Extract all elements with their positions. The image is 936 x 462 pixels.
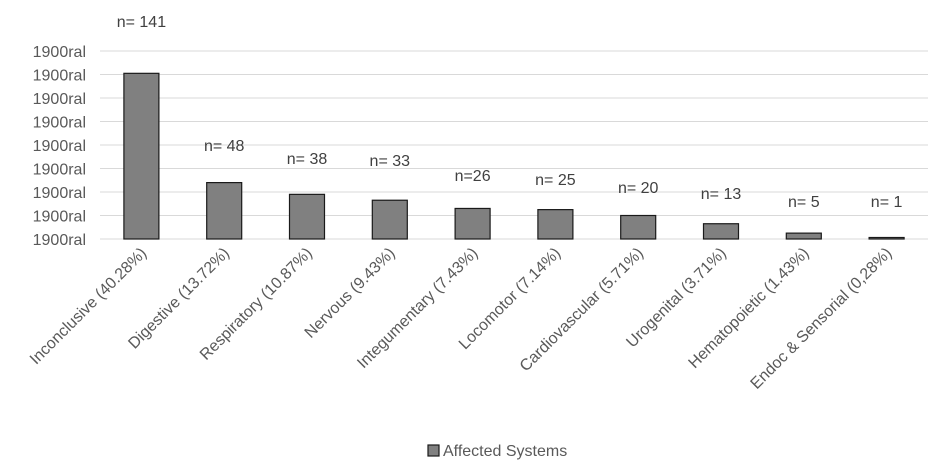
bar	[371, 199, 408, 240]
x-category-label: Nervous (9.43%)	[302, 245, 399, 342]
y-tick-label: 1900ral	[33, 115, 86, 132]
x-category-label: Inconclusive (40.28%)	[27, 245, 150, 368]
y-axis-tick-labels: 1900ral 1900ral 1900ral 1900ral 1900ral 1900r…	[33, 44, 86, 249]
bar-data-label: n= 13	[701, 186, 742, 203]
bar-data-labels: n= 141 n= 48 n= 38 n= 33 n=26 n= 25 n= 20 n= 13…	[117, 14, 903, 211]
bar	[288, 193, 326, 240]
bar	[868, 236, 905, 240]
bar-data-label: n= 141	[117, 14, 166, 31]
bar	[785, 232, 822, 240]
bar-data-label: n= 5	[788, 194, 820, 211]
y-tick-label: 1900ral	[33, 209, 86, 226]
bar-data-label: n=26	[455, 168, 491, 185]
bar-data-label: n= 1	[871, 194, 903, 211]
bar	[537, 209, 574, 240]
y-tick-label: 1900ral	[33, 232, 86, 249]
bar-data-label: n= 38	[287, 151, 328, 168]
x-category-label: Endoc & Sensorial (0,28%)	[748, 245, 896, 393]
bar-data-label: n= 20	[618, 180, 659, 197]
bars	[123, 72, 905, 240]
y-tick-label: 1900ral	[33, 185, 86, 202]
legend-label: Affected Systems	[443, 443, 567, 460]
bar-data-label: n= 33	[370, 153, 411, 170]
bar	[702, 223, 740, 240]
y-tick-label: 1900ral	[33, 138, 86, 155]
bar-data-label: n= 25	[535, 172, 576, 189]
bar	[123, 72, 160, 240]
y-tick-label: 1900ral	[33, 162, 86, 179]
x-axis-category-labels: Inconclusive (40.28%)Digestive (13.72%)R…	[27, 245, 896, 393]
bar	[206, 182, 243, 240]
legend: Affected Systems	[427, 443, 567, 460]
y-tick-label: 1900ral	[33, 44, 86, 61]
y-tick-label: 1900ral	[33, 91, 86, 108]
legend-swatch	[427, 444, 440, 457]
y-tick-label: 1900ral	[33, 68, 86, 85]
bar	[620, 214, 657, 240]
bar	[454, 207, 491, 240]
bar-data-label: n= 48	[204, 138, 245, 155]
